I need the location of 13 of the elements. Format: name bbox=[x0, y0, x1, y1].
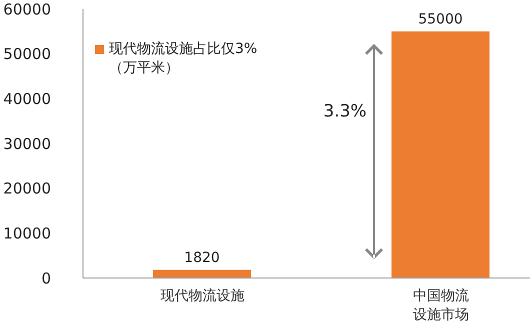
legend-label: 现代物流设施占比仅3%（万平米） bbox=[109, 40, 258, 78]
y-tick-label: 60000 bbox=[3, 0, 51, 18]
x-tick-label: 中国物流设施市场 bbox=[412, 288, 469, 323]
y-tick-label: 50000 bbox=[3, 45, 51, 64]
data-label: 1820 bbox=[184, 250, 220, 266]
annotation: 3.3% bbox=[323, 102, 367, 122]
y-tick-label: 30000 bbox=[3, 134, 51, 153]
y-tick-label: 10000 bbox=[3, 224, 51, 242]
y-tick-label: 40000 bbox=[3, 90, 51, 108]
y-tick-label: 0 bbox=[41, 269, 51, 288]
y-tick-label: 20000 bbox=[3, 180, 51, 198]
x-tick-label: 现代物流设施 bbox=[160, 288, 244, 304]
data-label: 55000 bbox=[418, 11, 463, 28]
